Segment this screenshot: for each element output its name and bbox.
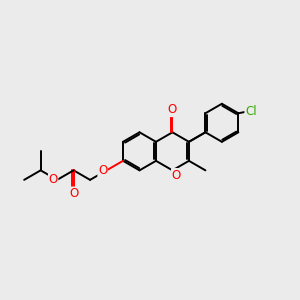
Text: O: O [172, 169, 181, 182]
Text: O: O [69, 187, 78, 200]
Text: Cl: Cl [245, 105, 256, 119]
Text: O: O [98, 164, 107, 177]
Text: O: O [168, 103, 177, 116]
Text: O: O [49, 172, 58, 186]
